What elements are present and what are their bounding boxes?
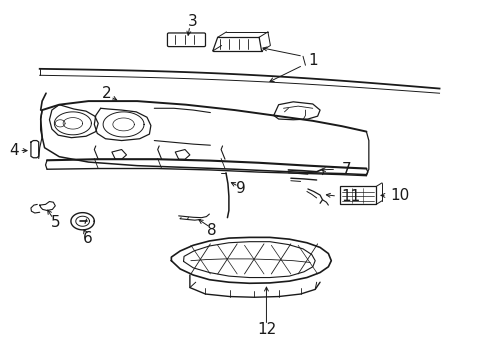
Text: 2: 2 (102, 86, 112, 101)
Text: 6: 6 (82, 231, 92, 246)
Text: 1: 1 (307, 53, 317, 68)
Text: 4: 4 (9, 143, 19, 158)
FancyBboxPatch shape (167, 33, 205, 46)
FancyBboxPatch shape (339, 186, 375, 204)
Text: 5: 5 (51, 215, 61, 230)
Text: 8: 8 (206, 223, 216, 238)
Text: 9: 9 (235, 181, 245, 197)
Text: 12: 12 (256, 323, 276, 337)
Text: 7: 7 (341, 162, 351, 177)
Text: 10: 10 (390, 188, 409, 203)
Text: 3: 3 (187, 14, 197, 29)
Text: 11: 11 (340, 189, 360, 204)
